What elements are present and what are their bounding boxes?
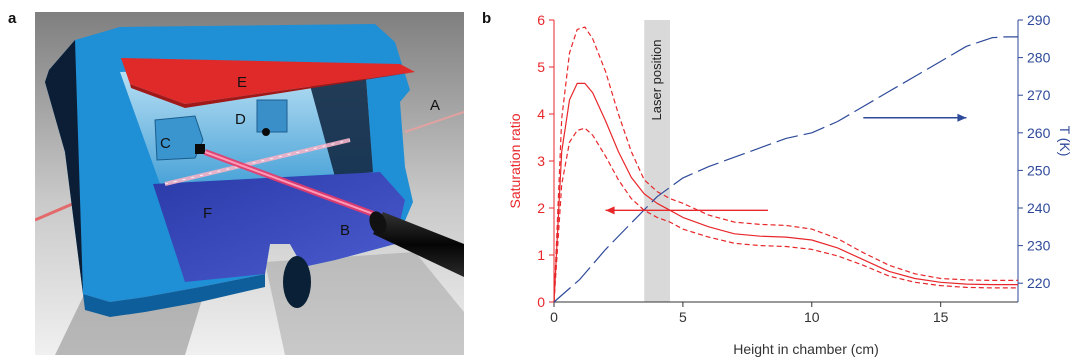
left-tick-label: 1 — [537, 247, 545, 263]
axis-arrow-head — [957, 113, 967, 122]
saturation-bound-line — [553, 26, 1018, 303]
saturation-bound-line — [553, 127, 1018, 303]
laser-position-label: Laser position — [649, 40, 664, 121]
chamber-illustration: E D C A F B — [35, 12, 464, 355]
x-tick-label: 15 — [933, 309, 949, 325]
right-axis-label: T (K) — [1057, 126, 1070, 157]
label-F: F — [203, 205, 212, 222]
right-tick-label: 280 — [1027, 50, 1051, 66]
right-tick-label: 240 — [1027, 200, 1051, 216]
left-axis-label: Saturation ratio — [507, 113, 523, 208]
saturation-line — [553, 82, 1018, 303]
right-tick-label: 290 — [1027, 12, 1051, 28]
right-tick-label: 230 — [1027, 238, 1051, 254]
label-A: A — [430, 97, 440, 114]
temperature-line — [553, 36, 1018, 303]
label-E: E — [237, 74, 247, 91]
axis-arrow-head — [605, 206, 615, 215]
right-tick-label: 220 — [1027, 275, 1051, 291]
label-B: B — [340, 222, 350, 239]
right-tick-label: 270 — [1027, 87, 1051, 103]
laser-position-band — [644, 20, 670, 302]
left-tick-label: 6 — [537, 12, 545, 28]
left-tick-label: 5 — [537, 59, 545, 75]
panel-b-label: b — [482, 10, 492, 27]
laser-pipe — [373, 212, 464, 277]
x-axis-label: Height in chamber (cm) — [733, 341, 879, 357]
x-tick-label: 0 — [550, 309, 558, 325]
left-tick-label: 3 — [537, 153, 545, 169]
right-tick-label: 250 — [1027, 162, 1051, 178]
label-D: D — [235, 111, 246, 128]
left-tick-label: 4 — [537, 106, 545, 122]
left-tick-label: 0 — [537, 294, 545, 310]
cold-plate — [121, 58, 415, 104]
x-tick-label: 10 — [804, 309, 820, 325]
panel-a-label: a — [8, 10, 17, 27]
x-tick-label: 5 — [679, 309, 687, 325]
right-tick-label: 260 — [1027, 125, 1051, 141]
left-tick-label: 2 — [537, 200, 545, 216]
saturation-temperature-chart: Laser position 0 5 10 15 0 1 2 3 4 5 6 220 230 240 250… — [507, 12, 1070, 357]
label-C: C — [160, 135, 171, 152]
